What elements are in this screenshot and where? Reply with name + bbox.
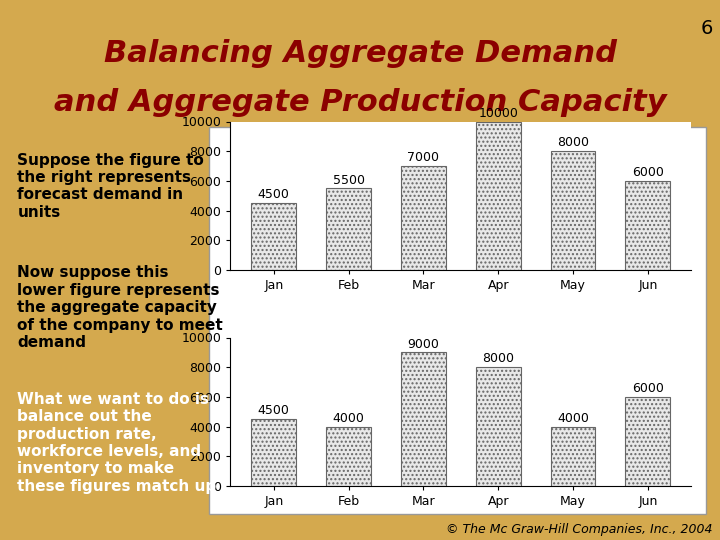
Text: 9000: 9000 [408, 338, 439, 350]
Text: 5500: 5500 [333, 173, 364, 186]
Text: © The Mc Graw-Hill Companies, Inc., 2004: © The Mc Graw-Hill Companies, Inc., 2004 [446, 523, 713, 536]
Text: 6000: 6000 [632, 382, 664, 395]
Bar [551, 151, 595, 270]
Bar [251, 203, 296, 270]
Text: 8000: 8000 [482, 353, 514, 366]
Bar [251, 419, 296, 486]
Bar [401, 166, 446, 270]
Bar [476, 367, 521, 486]
Text: Balancing Aggregate Demand: Balancing Aggregate Demand [104, 39, 616, 69]
FancyBboxPatch shape [209, 127, 706, 515]
Bar [401, 352, 446, 486]
Text: 4500: 4500 [258, 404, 289, 417]
Text: 6000: 6000 [632, 166, 664, 179]
Bar [626, 181, 670, 270]
Bar [476, 122, 521, 270]
Text: 10000: 10000 [478, 107, 518, 120]
Bar [551, 427, 595, 486]
Text: 6: 6 [701, 19, 713, 38]
Text: 4000: 4000 [333, 412, 364, 425]
Bar [626, 397, 670, 486]
Text: and Aggregate Production Capacity: and Aggregate Production Capacity [54, 88, 666, 117]
Text: What we want to do is
balance out the
production rate,
workforce levels, and
inv: What we want to do is balance out the pr… [17, 392, 217, 494]
Text: 8000: 8000 [557, 137, 589, 150]
Bar [326, 427, 371, 486]
Text: 4500: 4500 [258, 188, 289, 201]
Text: 7000: 7000 [408, 151, 439, 164]
Text: Now suppose this
lower figure represents
the aggregate capacity
of the company t: Now suppose this lower figure represents… [17, 266, 223, 350]
Bar [326, 188, 371, 270]
Text: 4000: 4000 [557, 412, 589, 425]
Text: Suppose the figure to
the right represents
forecast demand in
units: Suppose the figure to the right represen… [17, 153, 204, 220]
